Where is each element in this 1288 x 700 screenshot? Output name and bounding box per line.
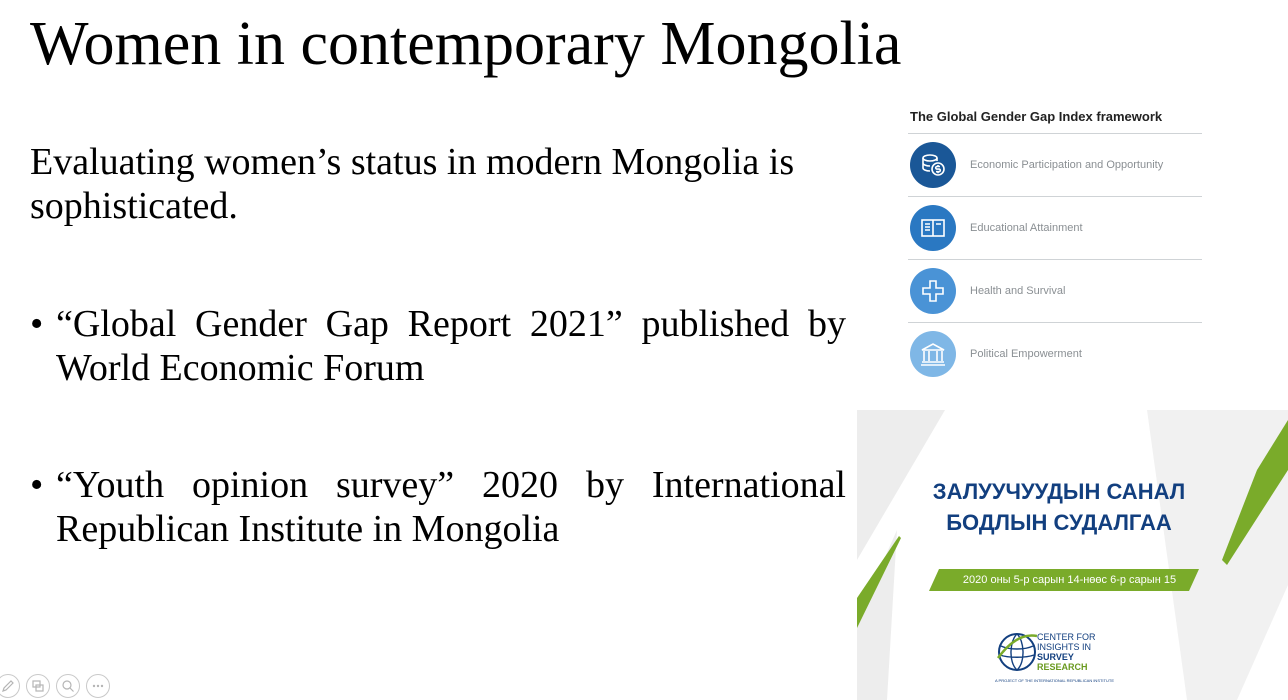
gggi-title: The Global Gender Gap Index framework [908,106,1202,134]
survey-cover-background [857,410,1288,700]
gggi-item-political: Political Empowerment [908,323,1202,385]
cisr-footer: A PROJECT OF THE INTERNATIONAL REPUBLICA… [995,678,1114,683]
survey-cover-image: ЗАЛУУЧУУДЫН САНАЛ БОДЛЫН СУДАЛГАА 2020 о… [857,410,1288,700]
cisr-logo: CENTER FOR INSIGHTS IN SURVEY RESEARCH A… [995,628,1115,684]
gggi-framework-image: The Global Gender Gap Index framework Ec… [908,106,1202,385]
cisr-line: INSIGHTS IN [1037,642,1092,652]
gggi-item-label: Health and Survival [970,285,1066,297]
globe-icon [996,633,1038,671]
coins-dollar-icon [910,142,956,188]
intro-text: Evaluating women’s status in modern Mong… [30,141,795,227]
slides-icon[interactable] [26,674,50,698]
bullet-item: • “Youth opinion survey” 2020 by Interna… [30,463,846,551]
bullet-text: “Youth opinion survey” 2020 by Internati… [56,464,846,550]
gggi-item-label: Political Empowerment [970,348,1082,360]
gggi-item-economic: Economic Participation and Opportunity [908,134,1202,197]
bullet-text: “Global Gender Gap Report 2021” publishe… [56,303,846,389]
bullet-marker: • [30,464,44,506]
pen-icon[interactable] [0,674,20,698]
gggi-item-education: Educational Attainment [908,197,1202,260]
cisr-line: RESEARCH [1037,662,1088,672]
zoom-icon[interactable] [56,674,80,698]
survey-title: ЗАЛУУЧУУДЫН САНАЛ БОДЛЫН СУДАЛГАА [879,476,1239,538]
cisr-line: CENTER FOR [1037,632,1096,642]
gggi-item-label: Economic Participation and Opportunity [970,159,1164,171]
bullet-marker: • [30,303,44,345]
cisr-line: SURVEY [1037,652,1074,662]
gggi-item-label: Educational Attainment [970,222,1083,234]
survey-title-line: ЗАЛУУЧУУДЫН САНАЛ [932,479,1186,504]
survey-title-line: БОДЛЫН СУДАЛГАА [946,510,1172,535]
open-book-icon [910,205,956,251]
slide-title: Women in contemporary Mongolia [30,10,902,78]
medical-cross-icon [910,268,956,314]
gggi-item-health: Health and Survival [908,260,1202,323]
slideshow-toolbar [0,674,110,698]
cisr-wordmark: CENTER FOR INSIGHTS IN SURVEY RESEARCH [1037,632,1096,672]
bullet-item: • “Global Gender Gap Report 2021” publis… [30,302,846,390]
more-icon[interactable] [86,674,110,698]
government-building-icon [910,331,956,377]
survey-date: 2020 оны 5-р сарын 14-нөөс 6-р сарын 15 [962,574,1177,586]
